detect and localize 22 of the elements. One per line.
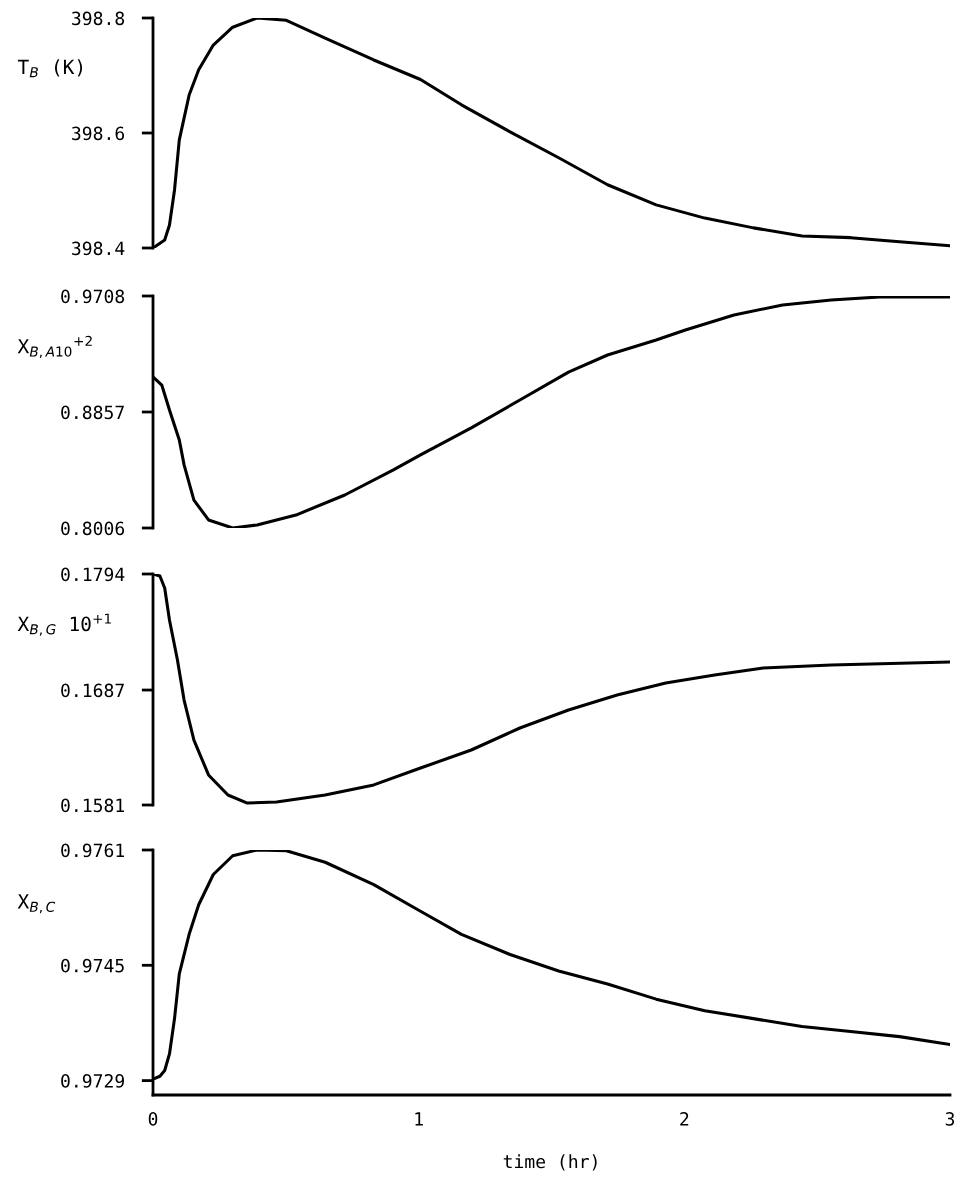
y-tick-label: 398.8 [72, 11, 125, 26]
x-axis-title: time (hr) [503, 1154, 597, 1171]
x-tick-label: 0 [148, 1112, 158, 1126]
y-tick-label: 0.1687 [61, 683, 124, 698]
y-axis-title: X$_{B,G}$ 10$^{+1}$ [17, 613, 111, 636]
x-tick-label: 1 [415, 1112, 423, 1126]
y-axis-title: X$_{B,C}$ [17, 894, 56, 914]
x-tick-label: 3 [945, 1112, 955, 1126]
y-tick-label: 398.6 [72, 126, 125, 141]
y-tick-label: 0.8006 [61, 521, 125, 536]
y-tick-label: 0.8857 [61, 405, 124, 420]
y-tick-label: 0.9761 [61, 843, 124, 858]
text: T$_{B}$ (K) [17, 59, 83, 78]
line-series [153, 296, 950, 528]
y-tick-label: 398.4 [72, 241, 125, 256]
y-tick-label: 0.1794 [61, 567, 125, 582]
x-tick-label: 2 [680, 1112, 689, 1126]
y-tick-label: 0.9745 [61, 958, 124, 973]
y-tick-label: 0.1581 [61, 798, 124, 813]
y-tick-label: 0.9708 [61, 289, 125, 304]
y-tick-label: 0.9729 [61, 1074, 124, 1088]
y-axis-title: X$_{B,A10}$$^{+2}$ [17, 335, 92, 359]
